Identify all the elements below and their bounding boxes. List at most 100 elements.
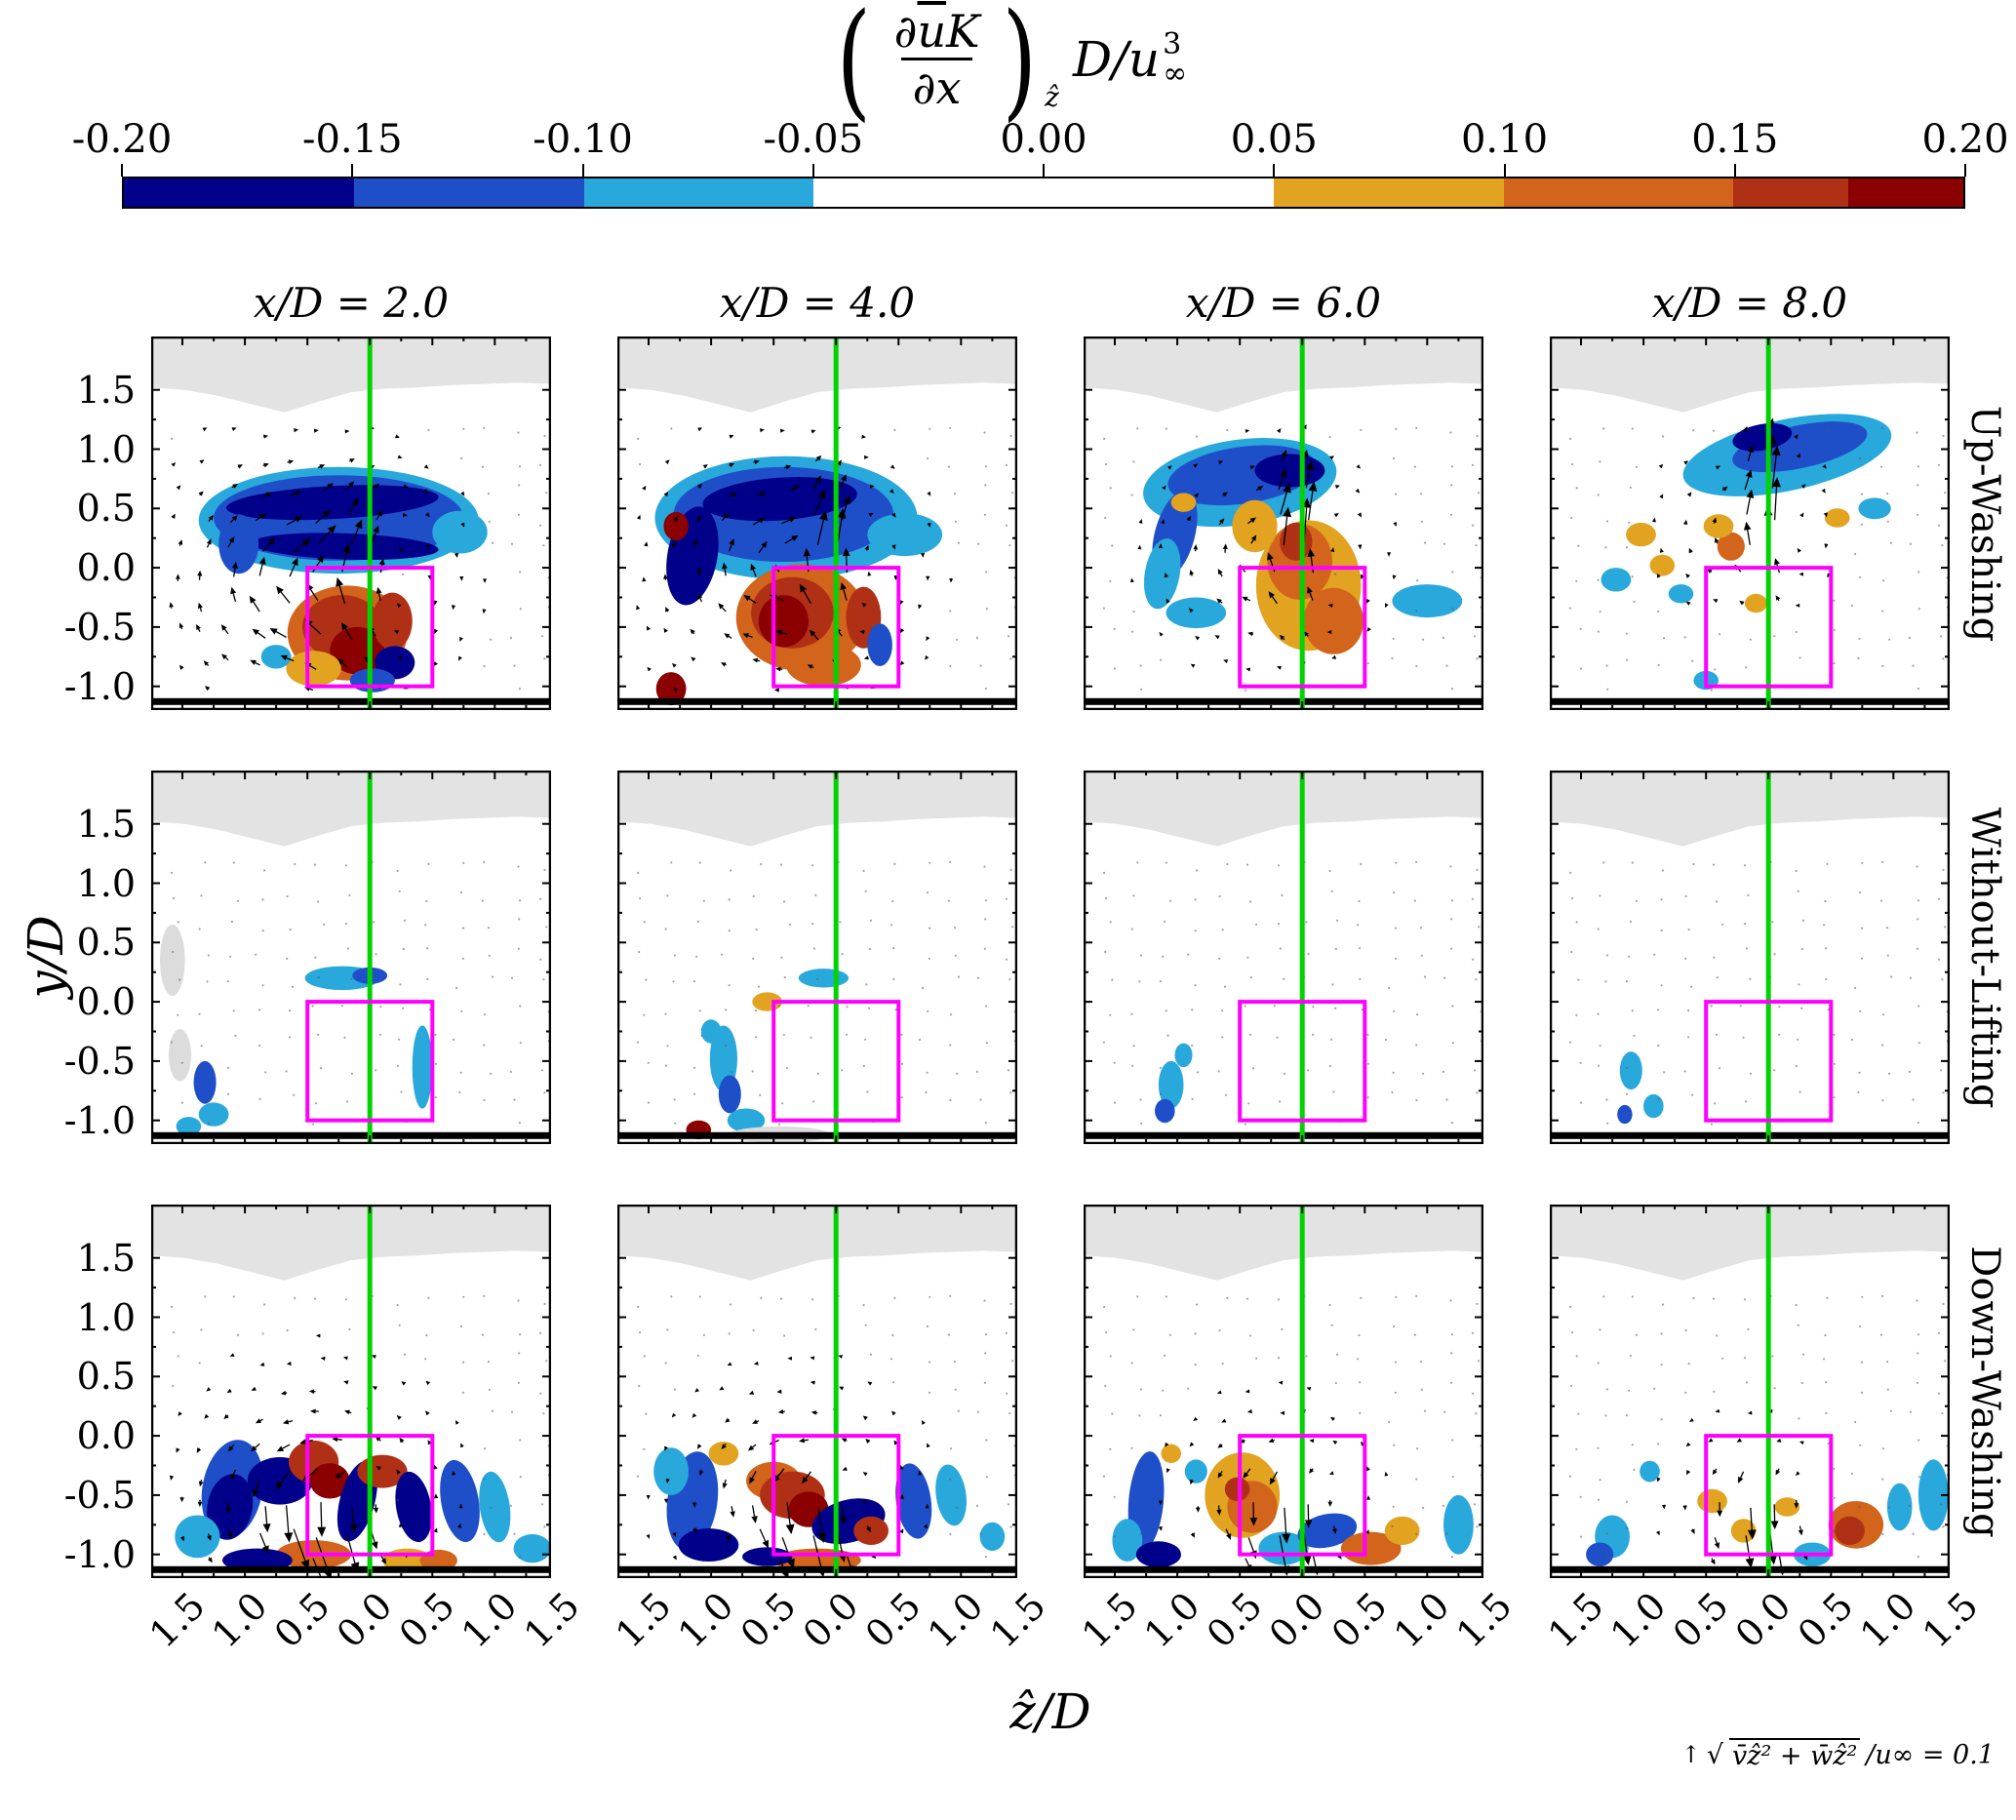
quiver-arrow-head [810,1380,815,1385]
quiver-arrow-head [354,519,363,530]
quiver-dot [841,953,844,956]
quiver-dot [1279,947,1282,950]
quiver-arrow-head [692,538,698,545]
quiver-arrow-head [1651,517,1656,523]
quiver-dot [1416,1447,1419,1450]
quiver-dot [513,1532,516,1535]
quiver-arrow-shaft [843,589,848,601]
quiver-dot [1605,1098,1608,1101]
quiver-dot [1388,1420,1391,1424]
quiver-arrow-head [1222,492,1229,497]
quiver-arrow-shaft [789,487,796,492]
quiver-arrow-head [1798,1529,1803,1536]
quiver-dot [1917,918,1919,921]
quiver-arrow-shaft [814,458,818,462]
quiver-arrow-head [1268,1438,1275,1443]
quiver-arrow-head [1656,1477,1661,1483]
quiver-dot [1712,429,1716,432]
quiver-arrow-head [867,571,872,576]
quiver-dot [1692,862,1695,866]
y-tick-label: 1.0 [76,427,136,471]
contour-blob [702,477,857,522]
quiver-arrow-head [925,655,929,660]
column-title: x/D = 6.0 [1185,279,1382,327]
contour-blob [1135,1541,1181,1568]
quiver-arrow-head [1193,544,1199,550]
quiver-arrow-head [280,1390,287,1396]
quiver-dot [949,664,952,668]
colorbar-segment [353,178,584,207]
colorbar-segment [1733,178,1849,207]
quiver-dot [1357,924,1360,927]
symmetry-line [1765,771,1771,1144]
quiver-dot [1625,1066,1628,1069]
quiver-dot [1879,899,1882,902]
quiver-dot [1138,1414,1141,1417]
quiver-arrow-head [197,602,203,609]
panel-border [1084,336,1483,710]
quiver-arrow-head [301,538,311,547]
quiver-dot [643,1355,646,1358]
quiver-dot [670,861,673,864]
quiver-dot [1799,1090,1801,1093]
quiver-arrow-head [762,1539,769,1549]
quiver-arrow-head [433,1493,439,1499]
quiver-dot [1908,1504,1911,1507]
quiver-arrow-head [425,1410,430,1416]
right-paren: ) [1003,0,1038,134]
quiver-arrow-shaft [223,628,229,635]
quiver-dot [807,1005,810,1008]
quiver-arrow-shaft [401,1441,404,1444]
quiver-arrow-shaft [752,1444,757,1448]
quiver-dot [892,977,895,980]
quiver-dot [892,1381,895,1384]
quiver-arrow-head [396,1414,402,1420]
quiver-dot [484,1013,487,1016]
quiver-dot [461,957,464,960]
free-surface-region [1084,1205,1483,1281]
quiver-dot [1599,1045,1601,1048]
x-tick-label: 0.5 [1323,1584,1396,1656]
quiver-dot [1244,689,1246,692]
quiver-dot [1102,607,1105,610]
quiver-dot [1716,900,1719,903]
contour-blob [867,623,892,666]
quiver-dot [1631,861,1634,864]
quiver-dot [1660,1418,1663,1421]
quiver-arrow-shaft [376,514,380,521]
quiver-dot [1249,900,1252,903]
quiver-dot [200,1328,203,1331]
quiver-dot [1798,983,1800,986]
quiver-dot [1571,1330,1574,1334]
quiver-dot [1138,980,1141,983]
colorbar-tick-label: -0.05 [763,117,864,162]
quiver-dot [1194,1364,1197,1366]
quiver-dot [1597,494,1600,496]
quiver-arrow-head [265,492,273,497]
quiver-arrow-head [1799,572,1803,576]
quiver-arrow-shaft [816,519,825,545]
quiver-arrow-head [1745,469,1753,478]
quiver-arrow-head [1385,603,1389,609]
quiver-arrow-head [1189,570,1195,575]
quiver-dot [864,890,867,892]
quiver-dot [1745,1100,1748,1103]
quiver-dot [483,1044,486,1047]
contour-blob [1717,532,1745,561]
y-axis-label: y/D [18,915,74,999]
quiver-dot [1423,1409,1427,1412]
quiver-dot [1889,541,1893,544]
colorbar-ticks [121,164,1966,177]
contour-blob [226,485,439,521]
quiver-arrow-head [1794,434,1799,440]
quiver-dot [698,1009,701,1012]
quiver-dot [344,1298,348,1301]
quiver-dot [1575,1447,1578,1450]
contour-blob [1166,597,1227,629]
quiver-arrow-shaft [1247,520,1252,525]
quiver-arrow-head [228,535,235,543]
quiver-dot [1854,986,1857,990]
quiver-arrow-head [1715,537,1720,543]
quiver-dot [403,1353,407,1356]
quiver-dot [1445,1098,1448,1101]
